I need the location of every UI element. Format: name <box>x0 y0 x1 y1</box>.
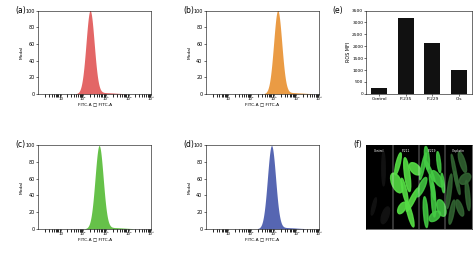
Ellipse shape <box>458 152 466 172</box>
Y-axis label: Modal: Modal <box>20 181 24 194</box>
Y-axis label: Modal: Modal <box>188 181 191 194</box>
X-axis label: FITC-A □ FITC-A: FITC-A □ FITC-A <box>78 238 112 242</box>
Ellipse shape <box>454 171 460 195</box>
Ellipse shape <box>437 200 446 216</box>
Y-axis label: Modal: Modal <box>188 45 191 59</box>
Ellipse shape <box>429 211 440 222</box>
Ellipse shape <box>391 173 403 193</box>
Bar <box>393 145 419 229</box>
Bar <box>446 145 472 229</box>
Y-axis label: Modal: Modal <box>20 45 24 59</box>
Ellipse shape <box>459 173 471 184</box>
Ellipse shape <box>432 171 443 187</box>
Bar <box>371 88 387 94</box>
Ellipse shape <box>404 158 411 192</box>
Text: Cisplatin: Cisplatin <box>452 149 465 153</box>
X-axis label: FITC-A □ FITC-A: FITC-A □ FITC-A <box>246 103 279 107</box>
Ellipse shape <box>406 201 414 227</box>
Ellipse shape <box>437 152 441 173</box>
Bar <box>398 18 414 94</box>
Bar <box>424 43 440 94</box>
Ellipse shape <box>398 202 406 214</box>
X-axis label: FITC-A □ FITC-A: FITC-A □ FITC-A <box>78 103 112 107</box>
Ellipse shape <box>419 153 426 180</box>
Text: (e): (e) <box>333 6 344 14</box>
Ellipse shape <box>401 178 408 204</box>
Ellipse shape <box>429 174 435 200</box>
Text: P-211: P-211 <box>402 149 410 153</box>
Ellipse shape <box>423 197 428 227</box>
Ellipse shape <box>451 154 458 187</box>
Y-axis label: ROS MFI: ROS MFI <box>346 42 351 62</box>
Text: (d): (d) <box>183 140 194 149</box>
Ellipse shape <box>371 198 376 215</box>
Ellipse shape <box>395 153 401 175</box>
Text: (b): (b) <box>183 6 194 14</box>
Ellipse shape <box>424 159 435 181</box>
Ellipse shape <box>417 178 427 197</box>
Text: (a): (a) <box>15 6 26 14</box>
Ellipse shape <box>465 180 470 211</box>
Ellipse shape <box>449 200 455 224</box>
Ellipse shape <box>382 151 385 186</box>
Ellipse shape <box>441 173 445 193</box>
Bar <box>366 145 393 229</box>
Ellipse shape <box>456 200 464 216</box>
X-axis label: FITC-A □ FITC-A: FITC-A □ FITC-A <box>246 238 279 242</box>
Bar <box>419 145 446 229</box>
Ellipse shape <box>431 182 436 217</box>
Ellipse shape <box>406 188 419 211</box>
Ellipse shape <box>409 163 421 175</box>
Ellipse shape <box>447 174 452 209</box>
Text: Control: Control <box>374 149 385 153</box>
Bar <box>451 70 467 94</box>
Text: P-219: P-219 <box>428 149 437 153</box>
Ellipse shape <box>381 207 390 224</box>
Text: (f): (f) <box>354 140 363 149</box>
Ellipse shape <box>424 146 429 170</box>
Text: (c): (c) <box>15 140 26 149</box>
